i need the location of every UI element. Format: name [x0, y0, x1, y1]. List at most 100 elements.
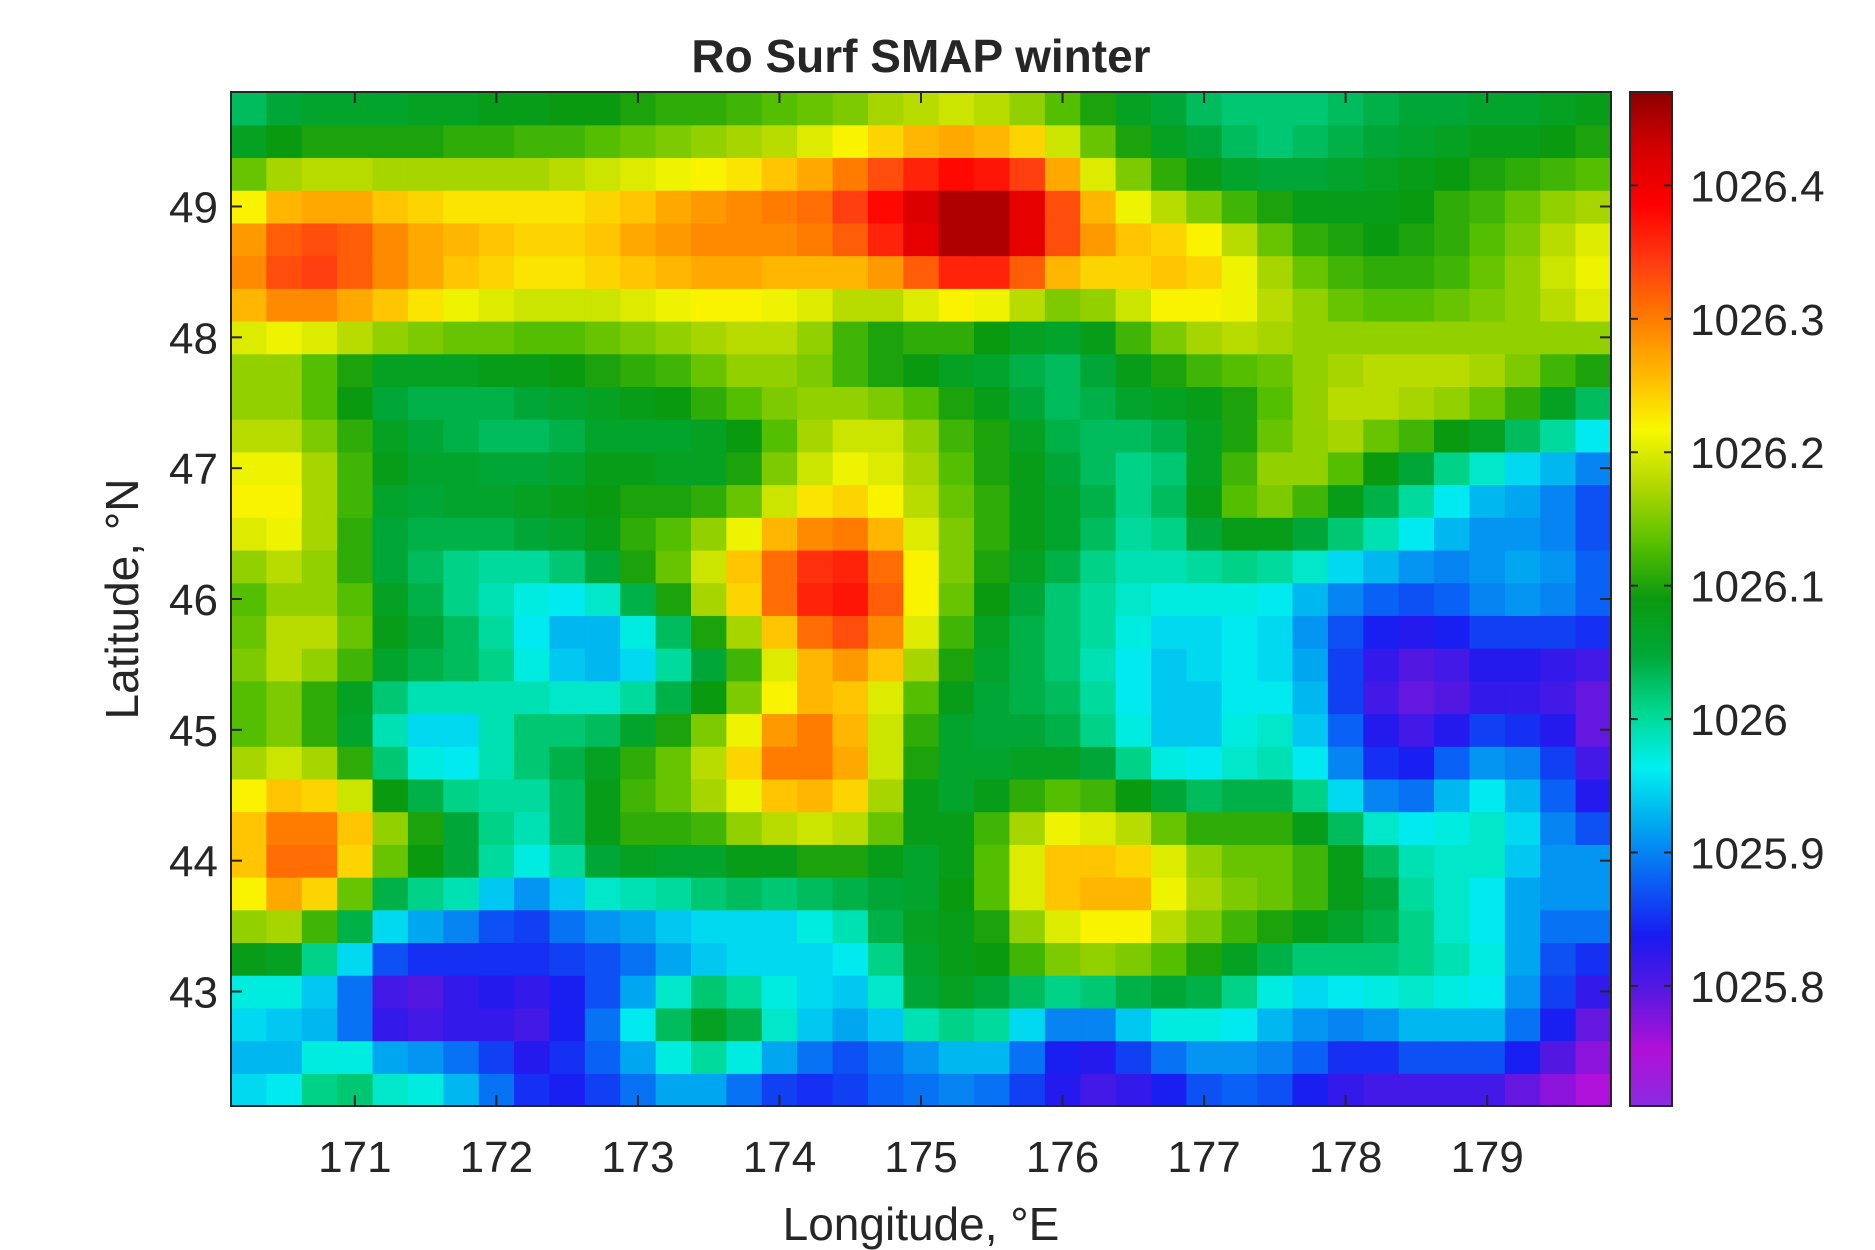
- heatmap-cell: [1115, 909, 1152, 944]
- heatmap-cell: [1186, 844, 1223, 878]
- heatmap-cell: [797, 1073, 834, 1107]
- heatmap-cell: [1469, 419, 1506, 453]
- heatmap-cell: [1469, 811, 1506, 845]
- heatmap-cell: [1257, 549, 1294, 584]
- heatmap-cell: [549, 877, 586, 911]
- heatmap-cell: [726, 222, 763, 257]
- heatmap-cell: [1504, 877, 1541, 911]
- heatmap-cell: [1221, 517, 1258, 551]
- heatmap-cell: [903, 190, 940, 224]
- heatmap-cell: [974, 484, 1011, 518]
- heatmap-cell: [1044, 386, 1081, 420]
- heatmap-cell: [372, 549, 409, 584]
- heatmap-cell: [691, 353, 727, 387]
- heatmap-cell: [655, 975, 692, 1009]
- heatmap-cell: [1186, 909, 1223, 944]
- heatmap-cell: [1221, 1007, 1258, 1042]
- heatmap-cell: [1257, 288, 1294, 322]
- heatmap-cell: [1151, 386, 1187, 420]
- heatmap-cell: [1080, 92, 1117, 126]
- heatmap-cell: [1115, 746, 1152, 780]
- heatmap-cell: [1009, 680, 1046, 715]
- heatmap-cell: [266, 157, 303, 191]
- heatmap-cell: [974, 811, 1011, 845]
- heatmap-cell: [726, 92, 763, 126]
- x-tick-label: 178: [1309, 1133, 1382, 1182]
- heatmap-cell: [974, 778, 1011, 813]
- heatmap-cell: [1504, 975, 1541, 1009]
- heatmap-cell: [231, 222, 267, 257]
- heatmap-cell: [1044, 353, 1081, 387]
- heatmap-cell: [1151, 549, 1187, 584]
- heatmap-cell: [337, 713, 374, 747]
- heatmap-cell: [867, 92, 904, 126]
- heatmap-cell: [584, 713, 621, 747]
- heatmap-cell: [443, 517, 480, 551]
- heatmap-cell: [231, 648, 267, 682]
- heatmap-cell: [691, 320, 727, 355]
- heatmap-cell: [1292, 549, 1329, 584]
- heatmap-cell: [478, 1040, 515, 1074]
- heatmap-cell: [443, 942, 480, 976]
- heatmap-cell: [1540, 255, 1577, 289]
- heatmap-cell: [1575, 484, 1612, 518]
- heatmap-cell: [903, 419, 940, 453]
- heatmap-cell: [938, 648, 975, 682]
- heatmap-cell: [1327, 517, 1364, 551]
- heatmap-cell: [1469, 713, 1506, 747]
- heatmap-cell: [1009, 353, 1046, 387]
- heatmap-cell: [761, 288, 798, 322]
- heatmap-cell: [1504, 549, 1541, 584]
- heatmap-cell: [407, 615, 444, 649]
- heatmap-cell: [443, 615, 480, 649]
- heatmap-cell: [1080, 582, 1117, 616]
- heatmap-cell: [1363, 124, 1400, 159]
- heatmap-cell: [726, 844, 763, 878]
- heatmap-cell: [1363, 713, 1400, 747]
- heatmap-cell: [1327, 811, 1364, 845]
- heatmap-cell: [726, 582, 763, 616]
- heatmap-cell: [301, 484, 338, 518]
- heatmap-cell: [655, 320, 692, 355]
- heatmap-cell: [1044, 451, 1081, 486]
- heatmap-cell: [337, 353, 374, 387]
- heatmap-cell: [1080, 1040, 1117, 1074]
- heatmap-cell: [726, 615, 763, 649]
- heatmap-cell: [478, 517, 515, 551]
- heatmap-cell: [231, 124, 267, 159]
- heatmap-cell: [903, 713, 940, 747]
- heatmap-cell: [1504, 746, 1541, 780]
- heatmap-cell: [1434, 877, 1471, 911]
- heatmap-cell: [443, 648, 480, 682]
- heatmap-cell: [1151, 451, 1187, 486]
- heatmap-cell: [266, 648, 303, 682]
- heatmap-cell: [797, 975, 834, 1009]
- heatmap-cell: [584, 975, 621, 1009]
- heatmap-cell: [1398, 648, 1435, 682]
- heatmap-cell: [1044, 484, 1081, 518]
- heatmap-cell: [407, 1040, 444, 1074]
- heatmap-cell: [549, 419, 586, 453]
- heatmap-cell: [1540, 353, 1577, 387]
- heatmap-cell: [372, 484, 409, 518]
- heatmap-cell: [1044, 288, 1081, 322]
- heatmap-cell: [1434, 419, 1471, 453]
- heatmap-cell: [1115, 124, 1152, 159]
- heatmap-cell: [691, 124, 727, 159]
- heatmap-cell: [1398, 778, 1435, 813]
- heatmap-cell: [761, 124, 798, 159]
- heatmap-cell: [1115, 582, 1152, 616]
- heatmap-cell: [266, 680, 303, 715]
- heatmap-cell: [761, 1040, 798, 1074]
- heatmap-cell: [1504, 1073, 1541, 1107]
- heatmap-cell: [1044, 844, 1081, 878]
- heatmap-cell: [407, 942, 444, 976]
- heatmap-cell: [1434, 222, 1471, 257]
- heatmap-cell: [443, 124, 480, 159]
- heatmap-cell: [655, 190, 692, 224]
- heatmap-cell: [1257, 811, 1294, 845]
- heatmap-cell: [1504, 484, 1541, 518]
- heatmap-cell: [1292, 877, 1329, 911]
- heatmap-cell: [407, 255, 444, 289]
- heatmap-cell: [832, 1007, 869, 1042]
